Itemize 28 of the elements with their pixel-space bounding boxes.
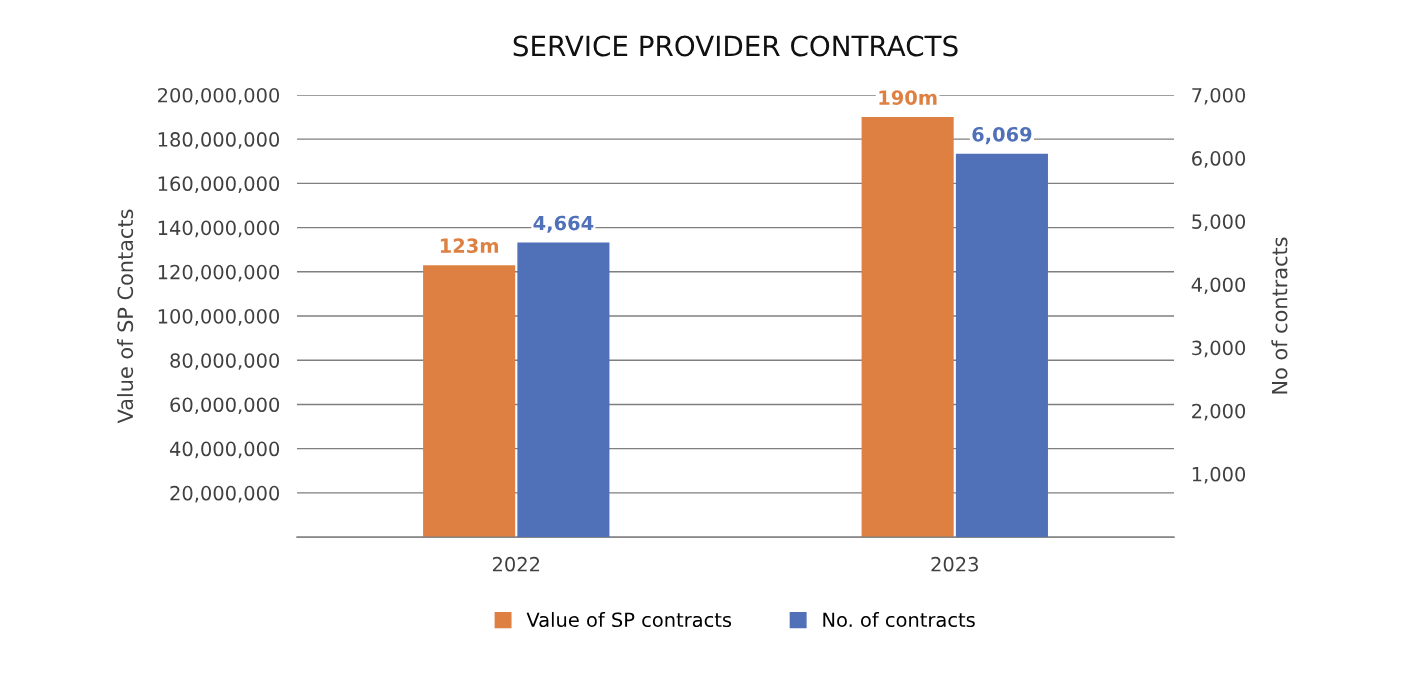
y-tick-label: 100,000,000 (158, 308, 280, 326)
y-tick-label: 60,000,000 (170, 397, 280, 415)
x-tick-label: 2023 (931, 556, 978, 572)
y2-axis-title: No of contracts (1271, 237, 1288, 394)
y-axis-title: Value of SP Contacts (117, 209, 134, 424)
y-tick-label: 120,000,000 (158, 264, 280, 282)
legend-label: No. of contracts (823, 612, 975, 628)
y2-tick-label: 7,000 (1192, 87, 1246, 105)
x-tick-label: 2022 (492, 556, 540, 572)
y2-tick-label: 1,000 (1192, 466, 1246, 484)
data-label: 123m (440, 238, 499, 254)
y-tick-label: 20,000,000 (170, 485, 280, 503)
y2-tick-label: 6,000 (1192, 151, 1246, 168)
y2-tick-label: 3,000 (1192, 340, 1246, 358)
y2-tick-label: 5,000 (1192, 214, 1246, 231)
y-tick-label: 180,000,000 (158, 132, 280, 149)
y-tick-label: 200,000,000 (158, 87, 280, 105)
y-tick-label: 40,000,000 (169, 441, 280, 459)
y-tick-label: 140,000,000 (158, 220, 280, 238)
chart-title: SERVICE PROVIDER CONTRACTS (513, 35, 958, 57)
y2-tick-label: 2,000 (1192, 403, 1246, 421)
data-label: 6,069 (972, 126, 1032, 145)
y2-tick-label: 4,000 (1191, 277, 1246, 295)
y-tick-label: 160,000,000 (158, 176, 280, 194)
data-label: 190m (879, 90, 937, 105)
legend-label: Value of SP contracts (526, 612, 732, 628)
data-label: 4,664 (533, 215, 594, 233)
y-tick-label: 80,000,000 (170, 353, 280, 370)
